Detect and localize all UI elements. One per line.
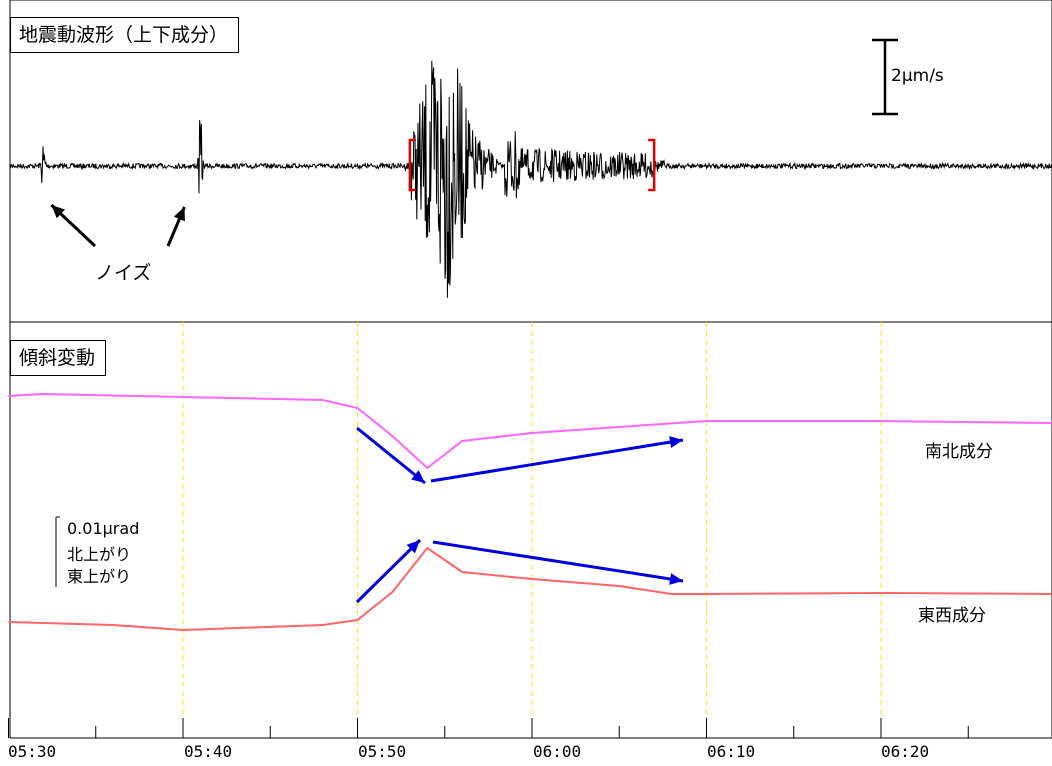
waveform-series-line xyxy=(9,60,1052,298)
series-line-north-south xyxy=(8,392,1052,470)
x-tick-label: 06:20 xyxy=(881,742,930,761)
series-line-east-west xyxy=(8,546,1052,632)
noise-arrow xyxy=(166,206,186,247)
tilt-scale-label-east-up: 東上がり xyxy=(67,567,132,586)
arrow-shaft xyxy=(356,426,426,485)
earthquake-brackets xyxy=(408,138,656,192)
time-axis-ticks xyxy=(8,718,969,738)
tilt-panel-title: 傾斜変動 xyxy=(10,340,107,376)
x-tick-label: 06:00 xyxy=(533,742,582,761)
trend-arrow xyxy=(430,436,684,483)
arrow-head xyxy=(173,207,185,222)
tilt-scale-label-north-up: 北上がり xyxy=(67,545,132,564)
tilt-panel-frame xyxy=(9,321,1052,739)
legend-label-north-south: 南北成分 xyxy=(925,442,993,462)
noise-label: ノイズ xyxy=(95,262,152,284)
bracket-start xyxy=(408,138,416,192)
tilt-scale-label-magnitude: 0.01μrad xyxy=(67,519,140,538)
velocity-scale-label: 2μm/s xyxy=(891,66,944,86)
arrow-head xyxy=(406,540,420,554)
arrow-head xyxy=(669,436,683,449)
arrow-shaft xyxy=(355,538,422,604)
trend-arrow xyxy=(432,540,684,585)
x-tick-label: 05:30 xyxy=(8,742,57,761)
x-tick-label: 05:50 xyxy=(358,742,407,761)
waveform-panel-title: 地震動波形（上下成分） xyxy=(10,17,240,53)
noise-arrow xyxy=(50,203,97,248)
arrow-shaft xyxy=(432,540,684,583)
x-tick-label: 05:40 xyxy=(184,742,233,761)
waveform-panel-frame xyxy=(9,0,1052,323)
legend-label-east-west: 東西成分 xyxy=(918,606,986,626)
bracket-end xyxy=(648,138,656,192)
trend-arrows xyxy=(355,426,684,604)
arrow-head xyxy=(411,470,425,483)
arrow-shaft xyxy=(430,438,684,483)
arrow-head xyxy=(669,573,683,585)
tilt-scale-bar xyxy=(55,516,60,587)
noise-arrows xyxy=(50,203,186,248)
x-tick-label: 06:10 xyxy=(707,742,756,761)
arrow-head xyxy=(51,205,65,219)
trend-arrow xyxy=(356,426,426,485)
trend-arrow xyxy=(355,538,422,604)
velocity-scale-bar xyxy=(872,38,898,116)
tilt-gridlines xyxy=(182,322,882,738)
